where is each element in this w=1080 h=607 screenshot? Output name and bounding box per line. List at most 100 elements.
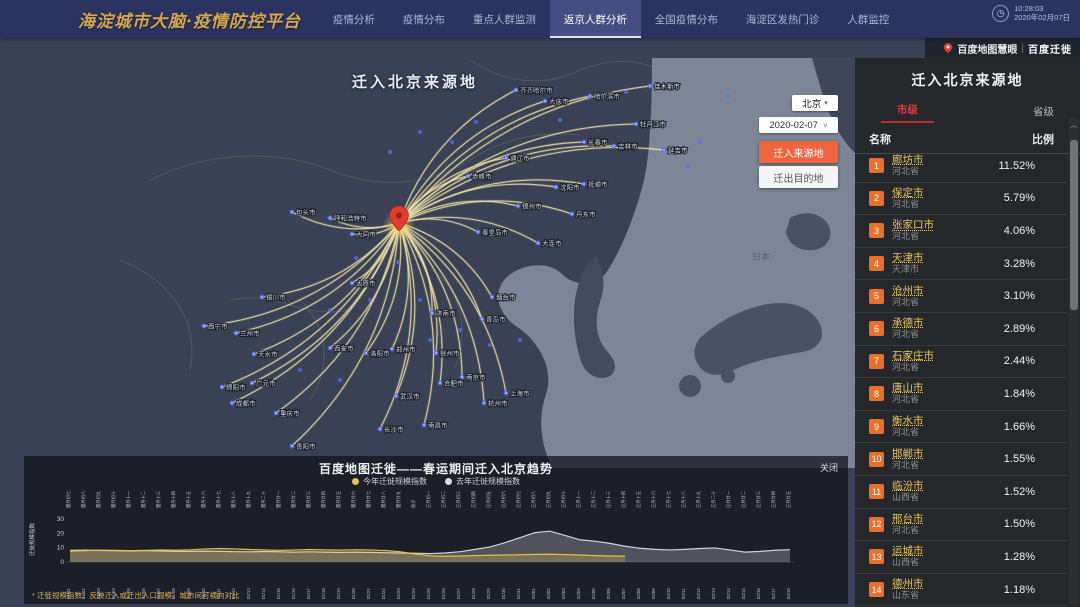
x-tick-label: 01/22	[381, 588, 386, 599]
city-dot-core	[235, 332, 237, 334]
legend-this-year[interactable]: 今年迁徙规模指数	[352, 476, 427, 487]
panel-scrollbar[interactable]: ︿	[1069, 118, 1079, 605]
city-dot	[624, 90, 628, 94]
rank-badge: 7	[869, 353, 884, 369]
province-borders	[119, 59, 671, 401]
city-name[interactable]: 德州市	[892, 578, 924, 591]
table-row[interactable]: 1 廊坊市 河北省 11.52%	[855, 150, 1067, 183]
rank-badge: 6	[869, 321, 884, 337]
city-dot-core	[635, 123, 637, 125]
legend-last-year[interactable]: 去年迁徙规模指数	[445, 476, 520, 487]
x-tick-label: 02/16	[756, 588, 761, 599]
nav-tab[interactable]: 返京人群分析	[549, 0, 641, 38]
city-name[interactable]: 承德市	[892, 317, 924, 330]
city-label: 重庆市	[280, 409, 300, 418]
province-name: 河北省	[892, 524, 920, 535]
table-row[interactable]: 4 天津市 天津市 3.28%	[855, 248, 1067, 281]
tab-province-level[interactable]: 省级	[1033, 106, 1054, 118]
lunar-tick-label: 正月十五	[635, 490, 642, 508]
nav-tab[interactable]: 全国疫情分布	[654, 13, 718, 26]
table-row[interactable]: 9 衡水市 河北省 1.66%	[855, 411, 1067, 444]
lunar-tick-label: 正月十三	[605, 490, 612, 508]
lunar-tick-label: 腊月廿六	[350, 490, 357, 508]
province-name: 山西省	[892, 557, 920, 568]
lunar-tick-label: 腊月十八	[230, 490, 237, 508]
city-label: 大庆市	[549, 97, 569, 106]
province-name: 河北省	[892, 427, 920, 438]
date-picker[interactable]: 2020-02-07 ˅	[759, 117, 838, 133]
y-axis-label: 迁徙规模指数	[28, 522, 36, 556]
city-name[interactable]: 唐山市	[892, 382, 924, 395]
x-tick-label: 01/26	[441, 588, 446, 599]
scroll-up-icon[interactable]: ︿	[1070, 122, 1078, 129]
table-row[interactable]: 14 德州市 山东省 1.18%	[855, 574, 1067, 607]
nav-tab[interactable]: 疫情分析	[332, 13, 375, 26]
beijing-pin-icon[interactable]	[389, 205, 409, 232]
province-name: 河北省	[892, 394, 920, 405]
city-name[interactable]: 邢台市	[892, 512, 924, 525]
city-label: 绵阳市	[226, 383, 246, 392]
table-row[interactable]: 10 邯郸市 河北省 1.55%	[855, 443, 1067, 476]
table-row[interactable]: 12 邢台市 河北省 1.50%	[855, 509, 1067, 542]
nav-tab[interactable]: 人群监控	[847, 13, 890, 26]
province-name: 山东省	[892, 590, 920, 601]
tab-city-level[interactable]: 市级	[881, 102, 934, 123]
city-name[interactable]: 廊坊市	[892, 154, 924, 167]
logo-divider: |	[1021, 42, 1024, 54]
city-label: 南昌市	[428, 421, 448, 430]
city-name[interactable]: 石家庄市	[892, 349, 934, 362]
city-dot	[474, 120, 478, 124]
table-row[interactable]: 2 保定市 河北省 5.79%	[855, 183, 1067, 216]
city-dot-core	[291, 211, 293, 213]
lunar-tick-label: 正月十一	[575, 490, 582, 508]
japan-island-honshu	[694, 302, 822, 375]
table-row[interactable]: 5 沧州市 河北省 3.10%	[855, 280, 1067, 313]
city-name[interactable]: 邯郸市	[892, 447, 924, 460]
nav-tab[interactable]: 疫情分布	[402, 13, 445, 26]
city-dot	[388, 150, 392, 154]
lunar-tick-label: 腊月廿七	[365, 490, 372, 508]
x-tick-label: 01/28	[471, 588, 476, 599]
x-tick-label: 01/25	[426, 588, 431, 599]
x-tick-label: 01/24	[411, 588, 416, 599]
close-chart-button[interactable]: 关闭	[819, 463, 838, 473]
city-label: 青岛市	[486, 315, 506, 324]
legend-dot-icon	[352, 478, 359, 485]
city-name[interactable]: 保定市	[892, 186, 924, 199]
city-dot-core	[351, 233, 353, 235]
table-row[interactable]: 7 石家庄市 河北省 2.44%	[855, 346, 1067, 379]
nav-tab[interactable]: 重点人群监测	[472, 13, 536, 26]
city-name[interactable]: 运城市	[892, 545, 924, 558]
ratio-value: 1.52%	[1003, 485, 1035, 498]
inbound-mode-button[interactable]: 迁入来源地	[759, 141, 838, 163]
city-label: 沈阳市	[560, 183, 580, 192]
city-select[interactable]: 北京 ▾	[792, 95, 838, 111]
lunar-tick-label: 腊月十一	[125, 490, 132, 508]
scrollbar-thumb[interactable]	[1070, 140, 1078, 310]
city-name[interactable]: 天津市	[892, 252, 924, 265]
rank-badge: 12	[869, 516, 884, 532]
city-dot-core	[583, 183, 585, 185]
table-row[interactable]: 11 临汾市 山西省 1.52%	[855, 476, 1067, 509]
x-tick-label: 02/07	[621, 588, 626, 599]
table-row[interactable]: 13 运城市 山西省 1.28%	[855, 541, 1067, 574]
table-row[interactable]: 3 张家口市 河北省 4.06%	[855, 215, 1067, 248]
x-tick-label: 01/07	[156, 588, 161, 599]
x-tick-label: 02/01	[531, 588, 536, 599]
series-line	[69, 530, 791, 555]
city-label: 武汉市	[400, 392, 420, 401]
city-dot	[338, 378, 342, 382]
x-tick-label: 01/30	[501, 588, 506, 599]
city-label: 丹东市	[576, 210, 596, 219]
legend-dot-icon	[445, 478, 452, 485]
city-name[interactable]: 沧州市	[892, 284, 924, 297]
city-name[interactable]: 临汾市	[892, 480, 924, 493]
city-name[interactable]: 衡水市	[892, 415, 924, 428]
table-row[interactable]: 6 承德市 河北省 2.89%	[855, 313, 1067, 346]
city-name[interactable]: 张家口市	[892, 219, 934, 232]
city-dot-core	[329, 217, 331, 219]
table-row[interactable]: 8 唐山市 河北省 1.84%	[855, 378, 1067, 411]
city-label: 广元市	[256, 379, 276, 388]
nav-tab[interactable]: 海淀区发热门诊	[745, 13, 820, 26]
outbound-mode-button[interactable]: 迁出目的地	[759, 166, 838, 188]
